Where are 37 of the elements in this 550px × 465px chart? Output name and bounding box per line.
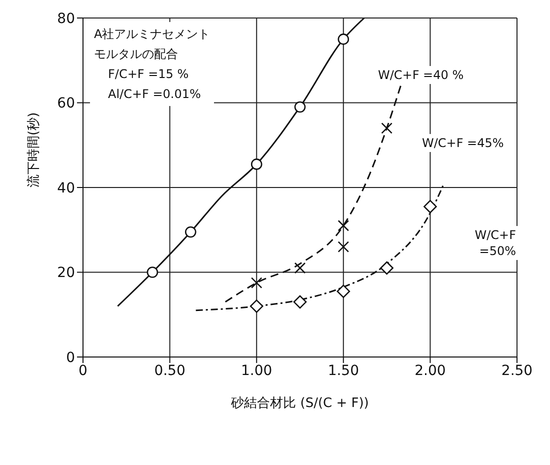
- point: [184, 226, 196, 238]
- point: [293, 295, 307, 309]
- x-tick-label: 0: [78, 362, 88, 379]
- y-tick-label: 0: [66, 350, 75, 366]
- point: [250, 277, 262, 288]
- point: [250, 158, 262, 170]
- x-tick-label: 2.00: [414, 362, 446, 379]
- annotation: A社アルミナセメント: [94, 26, 210, 43]
- x-tick-label: 1.50: [328, 362, 359, 379]
- point: [294, 101, 306, 113]
- annotation: W/C+F =40 %: [376, 66, 466, 84]
- point: [424, 200, 437, 214]
- line-series: [195, 182, 445, 312]
- y-tick-label: 20: [57, 265, 75, 282]
- line-series: [224, 85, 402, 303]
- annotation: モルタルの配合: [94, 46, 179, 63]
- annotation: F/C+F =15 %: [107, 66, 190, 83]
- point: [338, 241, 350, 252]
- y-tick-label: 40: [57, 180, 75, 196]
- point: [380, 261, 394, 275]
- y-tick-label: 80: [57, 10, 75, 27]
- annotation: W/C+F =45%: [420, 134, 506, 152]
- point: [381, 122, 392, 134]
- point: [338, 34, 350, 45]
- x-tick-label: 0.50: [154, 362, 186, 379]
- annotation: W/C+F =50%: [454, 226, 518, 260]
- x-axis-title: 砂結合材比 (S/(C + F)): [230, 396, 369, 411]
- x-tick-label: 2.50: [501, 362, 533, 379]
- y-axis-title: 流下時間(秒): [26, 112, 42, 188]
- point: [338, 220, 350, 232]
- y-tick-label: 60: [57, 96, 75, 112]
- x-tick-label: 1.00: [241, 362, 272, 379]
- point: [336, 284, 350, 298]
- point: [250, 300, 264, 313]
- point: [146, 266, 158, 278]
- annotation: Al/C+F =0.01%: [107, 86, 202, 103]
- point: [294, 262, 306, 274]
